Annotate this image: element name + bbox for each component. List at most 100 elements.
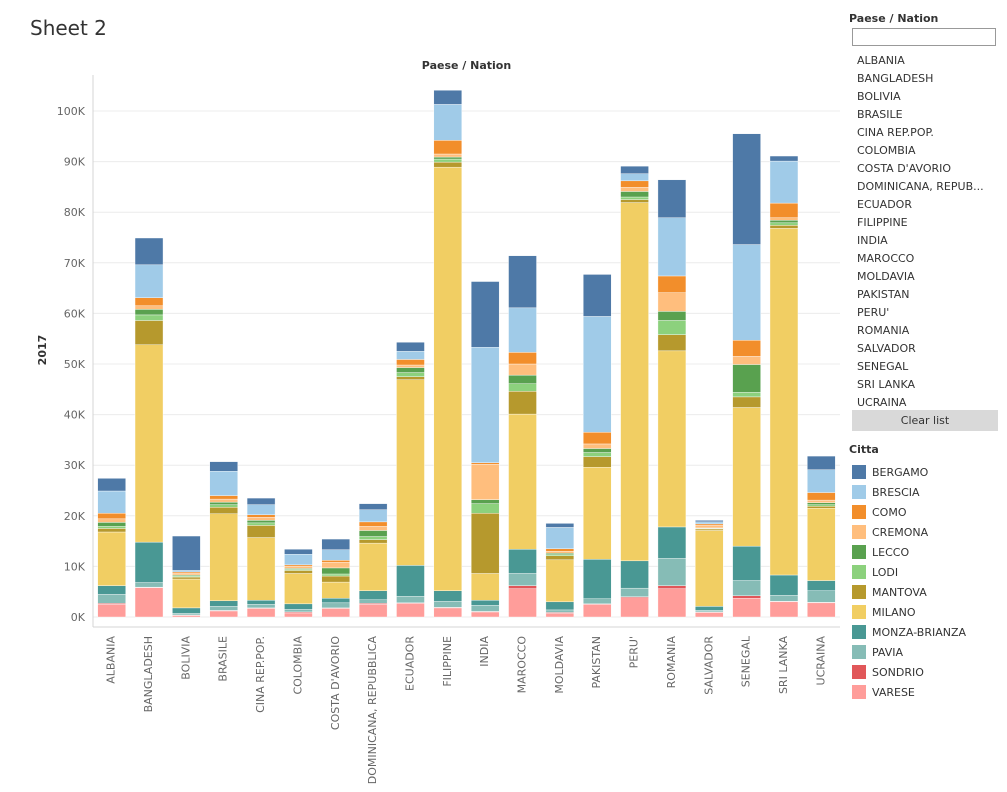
- nation-search-input[interactable]: [852, 28, 996, 46]
- bar-segment: [732, 598, 761, 618]
- bar-segment: [321, 573, 350, 577]
- legend-item[interactable]: BRESCIA: [852, 482, 966, 502]
- nation-filter-item[interactable]: BANGLADESH: [857, 72, 934, 85]
- legend-label: MONZA-BRIANZA: [872, 625, 967, 639]
- bar-segment: [657, 179, 687, 218]
- nation-filter-item[interactable]: CINA REP.POP.: [857, 126, 934, 139]
- bar-segment: [246, 504, 276, 515]
- bar-segment: [246, 608, 276, 618]
- bar-segment: [284, 548, 313, 555]
- bar-segment: [508, 391, 537, 415]
- bar-segment: [134, 582, 164, 588]
- legend-item[interactable]: LODI: [852, 562, 966, 582]
- bar-segment: [508, 363, 537, 376]
- bar-segment: [732, 392, 761, 398]
- bar-segment: [508, 383, 537, 392]
- nation-filter-item[interactable]: COSTA D'AVORIO: [857, 162, 952, 175]
- bar-segment: [396, 565, 425, 597]
- legend-item[interactable]: MONZA-BRIANZA: [852, 622, 966, 642]
- legend-item[interactable]: MANTOVA: [852, 582, 966, 602]
- bar-segment: [807, 590, 836, 603]
- bar-segment: [508, 413, 537, 550]
- nation-filter-item[interactable]: PAKISTAN: [857, 288, 910, 301]
- bar-segment: [545, 553, 575, 555]
- bar-segment: [769, 217, 799, 221]
- bar-segment: [695, 610, 724, 613]
- bar-segment: [769, 228, 799, 576]
- x-tick-label: COLOMBIA: [291, 636, 304, 695]
- bar-segment: [807, 505, 836, 509]
- nation-filter-item[interactable]: ALBANIA: [857, 54, 905, 67]
- bar-segment: [246, 517, 276, 521]
- bar-segment: [433, 153, 463, 158]
- nation-filter-item[interactable]: BOLIVIA: [857, 90, 901, 103]
- bar-segment: [695, 606, 724, 611]
- legend-item[interactable]: CREMONA: [852, 522, 966, 542]
- clear-list-button[interactable]: Clear list: [852, 410, 998, 431]
- bar-segment: [657, 275, 687, 293]
- legend-item[interactable]: COMO: [852, 502, 966, 522]
- bar-segment: [321, 538, 350, 550]
- bar-segment: [358, 604, 388, 618]
- nation-filter-item[interactable]: FILIPPINE: [857, 216, 908, 229]
- nation-filter-item[interactable]: ROMANIA: [857, 324, 910, 337]
- x-tick-label: PERU': [628, 636, 641, 668]
- bar-segment: [433, 158, 463, 163]
- legend-item[interactable]: MILANO: [852, 602, 966, 622]
- nation-filter-item[interactable]: INDIA: [857, 234, 888, 247]
- legend-swatch: [852, 545, 866, 559]
- bar-segment: [769, 601, 799, 618]
- bar-segment: [321, 575, 350, 583]
- x-tick-label: ECUADOR: [403, 636, 416, 691]
- bar-segment: [470, 513, 500, 574]
- bar-segment: [321, 581, 350, 599]
- legend-swatch: [852, 625, 866, 639]
- nation-filter-item[interactable]: COLOMBIA: [857, 144, 916, 157]
- nation-filter-item[interactable]: SENEGAL: [857, 360, 909, 373]
- nation-filter-item[interactable]: ECUADOR: [857, 198, 912, 211]
- bar-segment: [209, 610, 238, 618]
- legend-item[interactable]: PAVIA: [852, 642, 966, 662]
- nation-filter-title: Paese / Nation: [849, 12, 939, 25]
- nation-filter-item[interactable]: SRI LANKA: [857, 378, 916, 391]
- bar-segment: [508, 307, 537, 353]
- bar-segment: [209, 606, 238, 611]
- bar-segment: [246, 604, 276, 609]
- legend-item[interactable]: VARESE: [852, 682, 966, 702]
- nation-filter-item[interactable]: PERU': [857, 306, 890, 319]
- bar-segment: [284, 609, 313, 613]
- nation-filter-item[interactable]: DOMINICANA, REPUB...: [857, 180, 984, 193]
- bar-segment: [620, 597, 649, 618]
- bar-segment: [470, 611, 500, 618]
- legend-item[interactable]: BERGAMO: [852, 462, 966, 482]
- bar-segment: [583, 456, 612, 468]
- bar-segment: [396, 359, 425, 366]
- bar-segment: [134, 237, 164, 266]
- nation-filter-item[interactable]: MOLDAVIA: [857, 270, 915, 283]
- bar-segment: [695, 525, 724, 529]
- bar-segment: [620, 196, 649, 200]
- legend-item[interactable]: LECCO: [852, 542, 966, 562]
- bar-segment: [321, 562, 350, 569]
- nation-filter-item[interactable]: SALVADOR: [857, 342, 916, 355]
- bar-segment: [657, 292, 687, 312]
- bar-segment: [583, 559, 612, 599]
- bar-segment: [620, 202, 649, 562]
- bar-segment: [508, 255, 537, 309]
- nation-filter-item[interactable]: BRASILE: [857, 108, 903, 121]
- bar-segment: [657, 311, 687, 321]
- bar-segment: [620, 560, 649, 589]
- bar-segment: [583, 443, 612, 449]
- legend-item[interactable]: SONDRIO: [852, 662, 966, 682]
- bar-segment: [732, 133, 761, 245]
- legend-swatch: [852, 465, 866, 479]
- bar-segment: [209, 506, 238, 514]
- bar-segment: [583, 274, 612, 317]
- bar-segment: [433, 90, 463, 105]
- bar-segment: [97, 528, 126, 533]
- bar-segment: [508, 352, 537, 365]
- bar-segment: [358, 526, 388, 531]
- nation-filter-item[interactable]: MAROCCO: [857, 252, 915, 265]
- bar-segment: [433, 156, 463, 160]
- bar-segment: [134, 305, 164, 310]
